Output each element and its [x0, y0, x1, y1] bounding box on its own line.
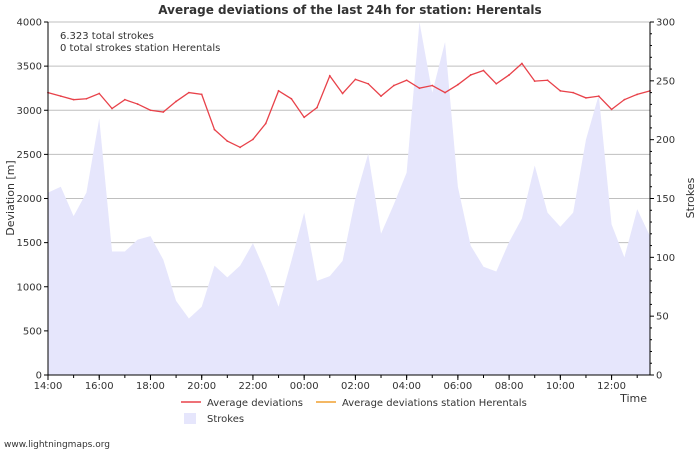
legend: Average deviations Average deviations st…: [181, 398, 527, 425]
average-deviations-point: [405, 79, 408, 82]
x-tick-label: 10:00: [546, 381, 575, 392]
average-deviations-point: [392, 84, 395, 87]
average-deviations-point: [136, 103, 139, 105]
y-left-tick-label: 1500: [17, 238, 42, 249]
x-tick-label: 06:00: [443, 381, 472, 392]
average-deviations-point: [290, 97, 293, 100]
average-deviations-point: [636, 93, 639, 96]
average-deviations-point: [380, 95, 382, 98]
legend-label-station-deviations: Average deviations station Herentals: [342, 398, 527, 409]
y-right-tick-label: 250: [656, 76, 675, 87]
y-right-tick-label: 150: [656, 194, 675, 205]
average-deviations-point: [111, 107, 113, 110]
average-deviations-point: [508, 74, 511, 76]
y-right-tick-label: 0: [656, 371, 662, 382]
x-tick-label: 02:00: [341, 381, 370, 392]
average-deviations-point: [367, 82, 370, 85]
average-deviations-point: [162, 111, 165, 113]
chart-title: Average deviations of the last 24h for s…: [158, 3, 541, 17]
x-tick-label: 08:00: [495, 381, 524, 392]
average-deviations-point: [521, 62, 523, 65]
x-tick-label: 18:00: [136, 381, 165, 392]
average-deviations-point: [444, 91, 446, 94]
y-right-axis-label: Strokes: [684, 177, 697, 218]
watermark: www.lightningmaps.org: [4, 440, 110, 450]
average-deviations-point: [559, 89, 562, 92]
average-deviations-point: [175, 100, 177, 103]
y-left-tick-label: 2500: [17, 150, 42, 161]
average-deviations-point: [610, 108, 613, 111]
average-deviations-point: [85, 97, 88, 100]
y-right-tick-label: 300: [656, 18, 675, 29]
legend-label-strokes: Strokes: [207, 414, 244, 425]
legend-label-average-deviations: Average deviations: [207, 398, 303, 409]
average-deviations-point: [533, 80, 536, 83]
deviation-line-layer: [47, 62, 651, 149]
average-deviations-line: [47, 62, 651, 149]
y-right-tick-label: 100: [656, 253, 675, 264]
y-left-axis-label: Deviation [m]: [4, 160, 17, 235]
y-left-tick-label: 1000: [17, 282, 42, 293]
x-tick-label: 14:00: [34, 381, 63, 392]
average-deviations-point: [456, 83, 459, 86]
average-deviations-point: [226, 140, 229, 143]
x-tick-label: 16:00: [85, 381, 114, 392]
legend-swatch-strokes: [184, 413, 196, 424]
average-deviations-point: [264, 122, 267, 125]
average-deviations-point: [354, 78, 357, 81]
x-tick-label: 04:00: [392, 381, 421, 392]
average-deviations-point: [316, 106, 318, 109]
average-deviations-point: [597, 95, 600, 98]
info-station-strokes: 0 total strokes station Herentals: [60, 43, 220, 54]
average-deviations-point: [213, 128, 216, 131]
x-tick-label: 20:00: [187, 381, 216, 392]
average-deviations-point: [495, 82, 498, 85]
y-right-tick-label: 50: [656, 312, 669, 323]
average-deviations-point: [252, 138, 254, 141]
y-right-tick-label: 200: [656, 135, 675, 146]
info-total-strokes: 6.323 total strokes: [60, 31, 154, 42]
average-deviations-point: [277, 89, 280, 92]
average-deviations-point: [482, 69, 485, 72]
average-deviations-point: [546, 79, 549, 82]
y-left-tick-label: 4000: [17, 18, 42, 29]
average-deviations-point: [59, 95, 62, 98]
average-deviations-point: [149, 109, 152, 112]
average-deviations-point: [431, 84, 434, 87]
average-deviations-point: [341, 92, 344, 95]
average-deviations-point: [623, 98, 626, 101]
average-deviations-point: [200, 93, 203, 96]
x-tick-label: 00:00: [290, 381, 319, 392]
axes: 0 500 1000 1500 2000 2500 3000 3500 4000 0 50 100 15…: [17, 18, 676, 393]
average-deviations-point: [72, 98, 75, 101]
y-left-tick-label: 3500: [17, 62, 42, 73]
average-deviations-point: [98, 92, 101, 95]
y-left-tick-label: 500: [23, 326, 42, 337]
strokes-area: [48, 22, 650, 375]
average-deviations-point: [239, 146, 242, 149]
y-left-tick-label: 2000: [17, 194, 42, 205]
average-deviations-point: [418, 87, 421, 90]
average-deviations-point: [469, 74, 472, 76]
average-deviations-point: [328, 74, 331, 77]
strokes-area-layer: [48, 22, 650, 375]
y-left-tick-label: 3000: [17, 106, 42, 117]
x-tick-label: 22:00: [239, 381, 268, 392]
average-deviations-point: [303, 116, 306, 119]
average-deviations-point: [187, 91, 190, 94]
x-axis-label: Time: [619, 392, 647, 405]
y-left-tick-label: 0: [36, 371, 42, 382]
x-tick-label: 12:00: [597, 381, 626, 392]
average-deviations-point: [572, 91, 575, 94]
average-deviations-point: [585, 96, 587, 99]
average-deviations-point: [123, 98, 126, 101]
